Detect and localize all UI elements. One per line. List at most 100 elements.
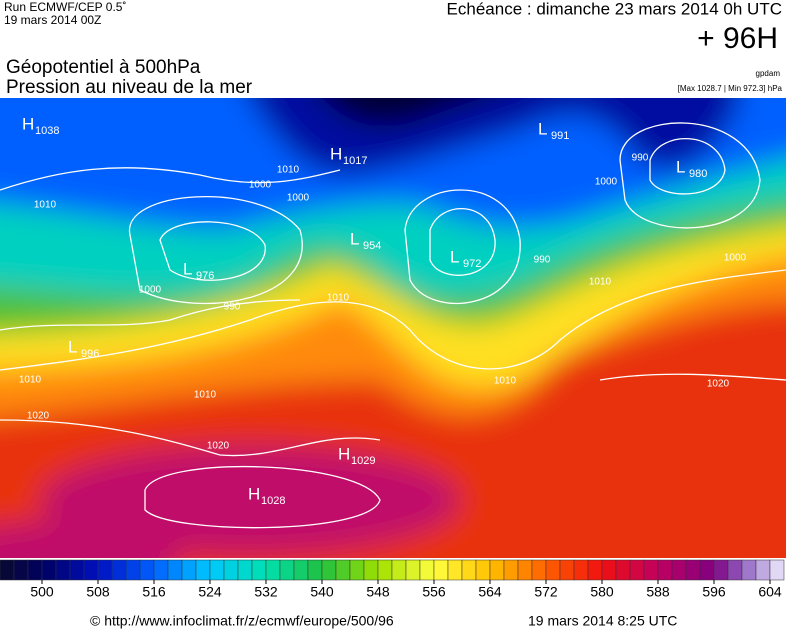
colorbar-swatch bbox=[629, 559, 645, 581]
colorbar-tick-label: 596 bbox=[702, 584, 726, 600]
isobar-label: 1000 bbox=[139, 285, 162, 296]
source-url: © http://www.infoclimat.fr/z/ecmwf/europ… bbox=[90, 613, 394, 629]
forecast-time: Echéance : dimanche 23 mars 2014 0h UTC bbox=[447, 0, 782, 18]
colorbar-tick-label: 508 bbox=[86, 584, 110, 600]
colorbar-swatch bbox=[755, 559, 771, 581]
colorbar-swatch bbox=[265, 559, 281, 581]
title-geopotential: Géopotentiel à 500hPa bbox=[6, 57, 201, 78]
colorbar-tick-label: 556 bbox=[422, 584, 446, 600]
colorbar-swatch bbox=[153, 559, 169, 581]
center-kind: L bbox=[350, 229, 359, 248]
center-kind: H bbox=[248, 484, 260, 503]
lead-time: + 96H bbox=[697, 22, 778, 55]
colorbar-tick-label: 540 bbox=[310, 584, 334, 600]
colorbar-swatch bbox=[461, 559, 477, 581]
isobar-label: 1010 bbox=[327, 293, 350, 304]
colorbar-swatch bbox=[643, 559, 659, 581]
isobar-label: 1020 bbox=[707, 379, 730, 390]
center-value: 1028 bbox=[261, 495, 285, 507]
colorbar-swatch bbox=[181, 559, 197, 581]
credit: gpdam bbox=[756, 69, 781, 78]
colorbar: 500 508 516 524 532 540 548 556 564 572 580 588 596 6… bbox=[0, 559, 785, 600]
isobar-labels: 1010 1000 1010 1000 990 1010 1010 1020 1010 1020 9… bbox=[19, 153, 747, 452]
isobar-label: 1000 bbox=[249, 180, 272, 191]
center-value: 1017 bbox=[343, 155, 367, 167]
isobar-label: 990 bbox=[534, 255, 551, 266]
center-value: 972 bbox=[463, 258, 481, 270]
center-value: 996 bbox=[81, 348, 99, 360]
isobar-label: 1000 bbox=[287, 193, 310, 204]
colorbar-swatch bbox=[209, 559, 225, 581]
colorbar-swatch bbox=[699, 559, 715, 581]
colorbar-swatch bbox=[671, 559, 687, 581]
colorbar-swatch bbox=[377, 559, 393, 581]
colorbar-tick-label: 548 bbox=[366, 584, 390, 600]
center-value: 976 bbox=[196, 270, 214, 282]
isobar-label: 1010 bbox=[34, 200, 57, 211]
colorbar-swatch bbox=[55, 559, 71, 581]
center-value: 1038 bbox=[35, 125, 59, 137]
colorbar-swatch bbox=[433, 559, 449, 581]
center-value: 1029 bbox=[351, 455, 375, 467]
run-date: 19 mars 2014 00Z bbox=[4, 13, 101, 27]
colorbar-swatch bbox=[251, 559, 267, 581]
isobar-label: 1020 bbox=[27, 411, 50, 422]
colorbar-swatch bbox=[545, 559, 561, 581]
isobar-label: 1000 bbox=[724, 253, 747, 264]
colorbar-swatch bbox=[335, 559, 351, 581]
colorbar-swatch bbox=[601, 559, 617, 581]
colorbar-swatch bbox=[685, 559, 701, 581]
colorbar-swatch bbox=[657, 559, 673, 581]
run-info: Run ECMWF/CEP 0.5˚ bbox=[4, 0, 126, 14]
center-kind: H bbox=[338, 444, 350, 463]
colorbar-swatch bbox=[615, 559, 631, 581]
center-kind: L bbox=[183, 259, 192, 278]
colorbar-tick-label: 580 bbox=[590, 584, 614, 600]
colorbar-swatch bbox=[531, 559, 547, 581]
colorbar-swatch bbox=[83, 559, 99, 581]
colorbar-swatch bbox=[125, 559, 141, 581]
isobar-label: 1020 bbox=[207, 441, 230, 452]
colorbar-swatch bbox=[167, 559, 183, 581]
colorbar-swatch bbox=[405, 559, 421, 581]
isobar-label: 990 bbox=[632, 153, 649, 164]
colorbar-swatch bbox=[391, 559, 407, 581]
center-kind: L bbox=[676, 157, 685, 176]
center-value: 980 bbox=[689, 168, 707, 180]
colorbar-tick-label: 516 bbox=[142, 584, 166, 600]
colorbar-swatch bbox=[321, 559, 337, 581]
colorbar-swatch bbox=[139, 559, 155, 581]
colorbar-swatch bbox=[279, 559, 295, 581]
colorbar-tick-label: 524 bbox=[198, 584, 222, 600]
isobar-label: 1010 bbox=[494, 376, 517, 387]
colorbar-swatch bbox=[713, 559, 729, 581]
center-kind: H bbox=[22, 114, 34, 133]
isobar-label: 1010 bbox=[277, 165, 300, 176]
colorbar-swatch bbox=[559, 559, 575, 581]
colorbar-tick-label: 564 bbox=[478, 584, 502, 600]
isobar-label: 1010 bbox=[19, 375, 42, 386]
colorbar-swatch bbox=[307, 559, 323, 581]
isobar-label: 990 bbox=[224, 302, 241, 313]
colorbar-swatch bbox=[517, 559, 533, 581]
colorbar-swatch bbox=[741, 559, 757, 581]
colorbar-swatch bbox=[489, 559, 505, 581]
colorbar-swatch bbox=[195, 559, 211, 581]
colorbar-swatch bbox=[97, 559, 113, 581]
center-kind: L bbox=[68, 337, 77, 356]
center-kind: H bbox=[330, 144, 342, 163]
colorbar-swatch bbox=[349, 559, 365, 581]
center-value: 991 bbox=[551, 130, 569, 142]
isobar-label: 1010 bbox=[589, 277, 612, 288]
colorbar-swatch bbox=[419, 559, 435, 581]
colorbar-tick-label: 500 bbox=[30, 584, 54, 600]
colorbar-tick-label: 572 bbox=[534, 584, 558, 600]
center-kind: L bbox=[538, 119, 547, 138]
colorbar-swatch bbox=[727, 559, 743, 581]
colorbar-tick-label: 532 bbox=[254, 584, 278, 600]
isobar-label: 1010 bbox=[194, 390, 217, 401]
colorbar-swatch bbox=[573, 559, 589, 581]
map bbox=[0, 98, 786, 558]
